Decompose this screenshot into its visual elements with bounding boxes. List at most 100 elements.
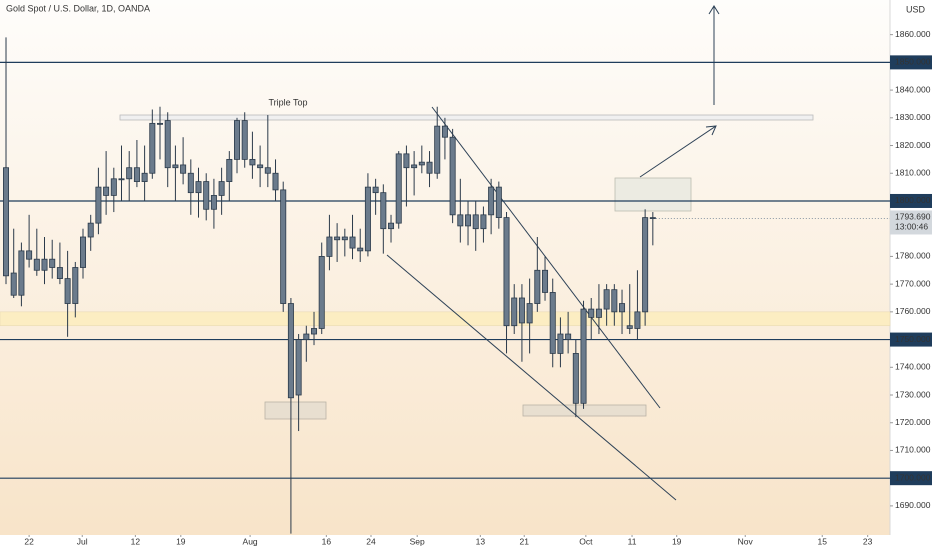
candle-body [195, 181, 202, 194]
candle-body [272, 172, 279, 191]
arrow [708, 5, 720, 105]
candle-body [264, 167, 271, 174]
candle-body [549, 292, 556, 354]
plot-background [0, 0, 890, 535]
candle-body [103, 186, 110, 196]
y-tick-label: 1760.000 [895, 306, 931, 316]
candle-body [295, 339, 302, 396]
candle-body [511, 297, 518, 327]
y-tick-label: 1840.000 [895, 84, 931, 94]
candle-body [49, 258, 56, 268]
candle-body [534, 269, 541, 304]
candle-body [457, 214, 464, 227]
x-tick-label: Nov [738, 536, 754, 546]
candle-body [87, 222, 94, 238]
candle-body [326, 236, 333, 257]
level-label-box [890, 471, 932, 486]
candle-body [172, 164, 179, 169]
level-label-box [890, 55, 932, 70]
x-tick-label: 22 [24, 536, 34, 546]
candle-body [241, 120, 248, 160]
candle-body [26, 250, 33, 260]
y-tick-label: 1740.000 [895, 362, 931, 372]
x-tick-label: 21 [520, 536, 530, 546]
level-label: 1700.000 [895, 472, 931, 482]
candle-body [334, 236, 341, 241]
candle-body [572, 353, 579, 404]
candle-body [303, 333, 310, 340]
y-tick-label: 1810.000 [895, 168, 931, 178]
candle-body [149, 122, 156, 174]
candle-body [441, 125, 448, 138]
x-tick-label: 16 [322, 536, 332, 546]
y-tick-label: 1780.000 [895, 251, 931, 261]
support-box [522, 404, 647, 417]
y-tick-label: 1690.000 [895, 500, 931, 510]
candle-body [503, 217, 510, 327]
x-tick-label: Aug [243, 536, 258, 546]
x-tick-label: 24 [366, 536, 376, 546]
candle-body [226, 158, 233, 182]
x-tick-label: 19 [176, 536, 186, 546]
candle-body [349, 236, 356, 249]
price-countdown: 13:00:46 [895, 222, 928, 232]
candle-body [10, 272, 17, 296]
candle-body [565, 333, 572, 340]
x-tick-label: Jul [77, 536, 88, 546]
triple-top-box [119, 114, 814, 121]
candle-body [364, 186, 371, 252]
candle-body [372, 186, 379, 194]
candle-body [311, 328, 318, 335]
y-tick-label: 1860.000 [895, 29, 931, 39]
zone [0, 311, 891, 327]
candle-body [180, 164, 187, 174]
candle-body [95, 186, 102, 224]
trend-line [431, 106, 661, 409]
candle-body [164, 120, 171, 169]
candle-body [619, 303, 626, 313]
candle-body [80, 236, 87, 268]
x-tick-label: 19 [672, 536, 682, 546]
candle-body [234, 120, 241, 160]
candle-body [518, 297, 525, 324]
x-tick-label: 12 [131, 536, 141, 546]
candle-body [118, 178, 125, 181]
candle-body [157, 122, 164, 125]
candle-body [3, 167, 10, 277]
level-label: 1850.000 [895, 57, 931, 67]
y-tick-label: 1730.000 [895, 389, 931, 399]
target-box [614, 177, 692, 212]
x-tick-label: 23 [863, 536, 873, 546]
candle-body [426, 161, 433, 174]
chart-title: Gold Spot / U.S. Dollar, 1D, OANDA [6, 3, 150, 13]
candle-body [449, 136, 456, 216]
time-axis [0, 535, 890, 550]
candle-body [187, 172, 194, 194]
candle-body [388, 222, 395, 230]
candle-body [257, 164, 264, 169]
candle-body [341, 236, 348, 241]
candle-body [133, 167, 140, 182]
candle-body [642, 217, 649, 313]
y-tick-label: 1770.000 [895, 278, 931, 288]
candle-body [488, 186, 495, 216]
candle-body [588, 308, 595, 318]
y-tick-label: 1820.000 [895, 140, 931, 150]
y-tick-label: 1830.000 [895, 112, 931, 122]
candle-body [434, 125, 441, 174]
candle-body [526, 303, 533, 324]
candle-body [411, 164, 418, 169]
candle-body [318, 256, 325, 329]
candle-body [611, 289, 618, 313]
candle-body [56, 267, 63, 279]
candle-body [210, 195, 217, 210]
x-tick-label: Oct [579, 536, 593, 546]
support-box [264, 401, 327, 420]
level-label-box [890, 193, 932, 208]
candle-body [18, 250, 25, 296]
candle-body [64, 278, 71, 304]
candle-body [380, 192, 387, 230]
candle-body [480, 214, 487, 230]
candle-body [395, 153, 402, 224]
